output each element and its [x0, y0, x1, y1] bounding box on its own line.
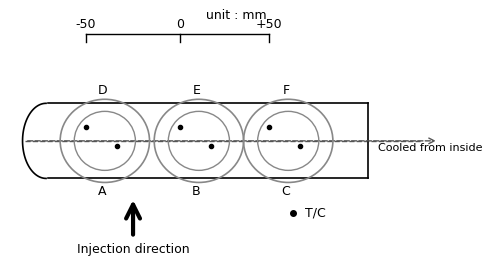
Text: Injection direction: Injection direction [76, 243, 190, 256]
Text: C: C [282, 185, 290, 198]
Text: Cooled from inside: Cooled from inside [378, 143, 482, 153]
Text: 0: 0 [176, 18, 184, 31]
Text: unit : mm: unit : mm [206, 9, 267, 22]
Text: A: A [98, 185, 106, 198]
Text: +50: +50 [256, 18, 282, 31]
Text: B: B [192, 185, 201, 198]
Text: F: F [282, 84, 290, 96]
Text: E: E [192, 84, 200, 96]
Text: T/C: T/C [304, 207, 326, 220]
Text: -50: -50 [76, 18, 96, 31]
Text: D: D [98, 84, 108, 96]
